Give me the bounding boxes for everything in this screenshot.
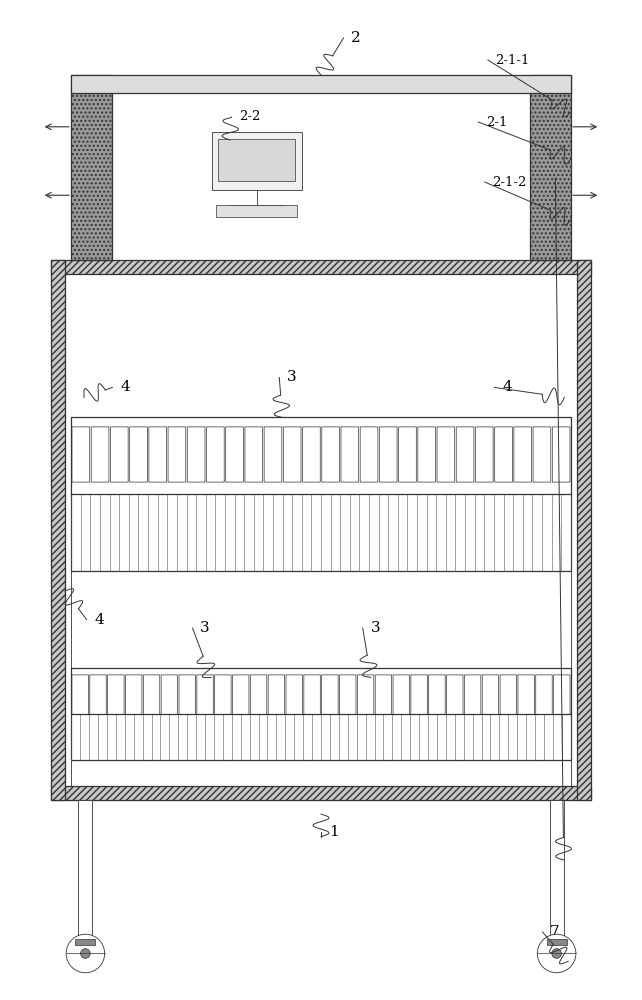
FancyBboxPatch shape [552, 427, 570, 482]
Text: 4: 4 [94, 613, 104, 627]
Bar [218, 139, 295, 181]
FancyBboxPatch shape [283, 427, 301, 482]
Text: 2-1: 2-1 [486, 116, 507, 129]
Bar [71, 417, 571, 571]
Bar [51, 260, 591, 274]
FancyBboxPatch shape [264, 427, 282, 482]
Bar [51, 260, 65, 800]
FancyBboxPatch shape [91, 427, 109, 482]
Bar [550, 800, 564, 940]
FancyBboxPatch shape [379, 427, 397, 482]
FancyBboxPatch shape [143, 675, 160, 714]
FancyBboxPatch shape [110, 427, 128, 482]
Bar [71, 668, 571, 760]
Bar [216, 205, 297, 217]
FancyBboxPatch shape [393, 675, 410, 714]
FancyBboxPatch shape [302, 427, 320, 482]
FancyBboxPatch shape [207, 427, 224, 482]
Bar [71, 75, 571, 93]
Bar [78, 800, 92, 940]
FancyBboxPatch shape [161, 675, 178, 714]
Text: 3: 3 [370, 621, 380, 635]
FancyBboxPatch shape [232, 675, 249, 714]
FancyBboxPatch shape [418, 427, 435, 482]
FancyBboxPatch shape [514, 427, 532, 482]
Text: 2-2: 2-2 [239, 110, 260, 123]
FancyBboxPatch shape [437, 427, 455, 482]
Circle shape [80, 949, 90, 958]
Text: 7: 7 [550, 925, 560, 939]
FancyBboxPatch shape [322, 427, 340, 482]
FancyBboxPatch shape [494, 427, 512, 482]
FancyBboxPatch shape [226, 427, 243, 482]
Bar [65, 274, 577, 786]
FancyBboxPatch shape [108, 675, 124, 714]
Text: 1: 1 [329, 825, 338, 839]
FancyBboxPatch shape [553, 675, 570, 714]
FancyBboxPatch shape [341, 427, 359, 482]
FancyBboxPatch shape [464, 675, 481, 714]
FancyBboxPatch shape [322, 675, 338, 714]
FancyBboxPatch shape [482, 675, 499, 714]
FancyBboxPatch shape [411, 675, 428, 714]
Text: 2-1-2: 2-1-2 [492, 176, 527, 188]
Circle shape [551, 949, 561, 958]
FancyBboxPatch shape [72, 427, 90, 482]
FancyBboxPatch shape [500, 675, 517, 714]
Circle shape [66, 934, 105, 973]
FancyBboxPatch shape [149, 427, 166, 482]
Bar [76, 939, 95, 945]
FancyBboxPatch shape [197, 675, 213, 714]
Text: 3: 3 [200, 621, 210, 635]
FancyBboxPatch shape [375, 675, 392, 714]
Text: 2-1-1: 2-1-1 [496, 54, 530, 67]
FancyBboxPatch shape [456, 427, 474, 482]
FancyBboxPatch shape [429, 675, 445, 714]
Text: 4: 4 [120, 380, 130, 394]
FancyBboxPatch shape [250, 675, 267, 714]
FancyBboxPatch shape [214, 675, 231, 714]
FancyBboxPatch shape [476, 427, 493, 482]
Text: 2: 2 [351, 31, 361, 45]
Circle shape [537, 934, 576, 973]
FancyBboxPatch shape [90, 675, 106, 714]
Text: 3: 3 [287, 370, 297, 384]
Bar [530, 75, 571, 260]
Bar [51, 786, 591, 800]
FancyBboxPatch shape [447, 675, 463, 714]
Bar [71, 75, 112, 260]
FancyBboxPatch shape [340, 675, 356, 714]
FancyBboxPatch shape [72, 675, 89, 714]
FancyBboxPatch shape [168, 427, 186, 482]
FancyBboxPatch shape [533, 427, 551, 482]
Text: 6: 6 [563, 171, 573, 185]
FancyBboxPatch shape [360, 427, 378, 482]
Bar [547, 939, 566, 945]
FancyBboxPatch shape [518, 675, 534, 714]
FancyBboxPatch shape [304, 675, 320, 714]
Text: 4: 4 [502, 380, 512, 394]
FancyBboxPatch shape [286, 675, 302, 714]
FancyBboxPatch shape [130, 427, 148, 482]
FancyBboxPatch shape [187, 427, 205, 482]
FancyBboxPatch shape [125, 675, 142, 714]
FancyBboxPatch shape [179, 675, 195, 714]
Bar [212, 132, 302, 190]
FancyBboxPatch shape [536, 675, 552, 714]
FancyBboxPatch shape [358, 675, 374, 714]
FancyBboxPatch shape [399, 427, 416, 482]
FancyBboxPatch shape [268, 675, 284, 714]
Bar [577, 260, 591, 800]
FancyBboxPatch shape [245, 427, 263, 482]
